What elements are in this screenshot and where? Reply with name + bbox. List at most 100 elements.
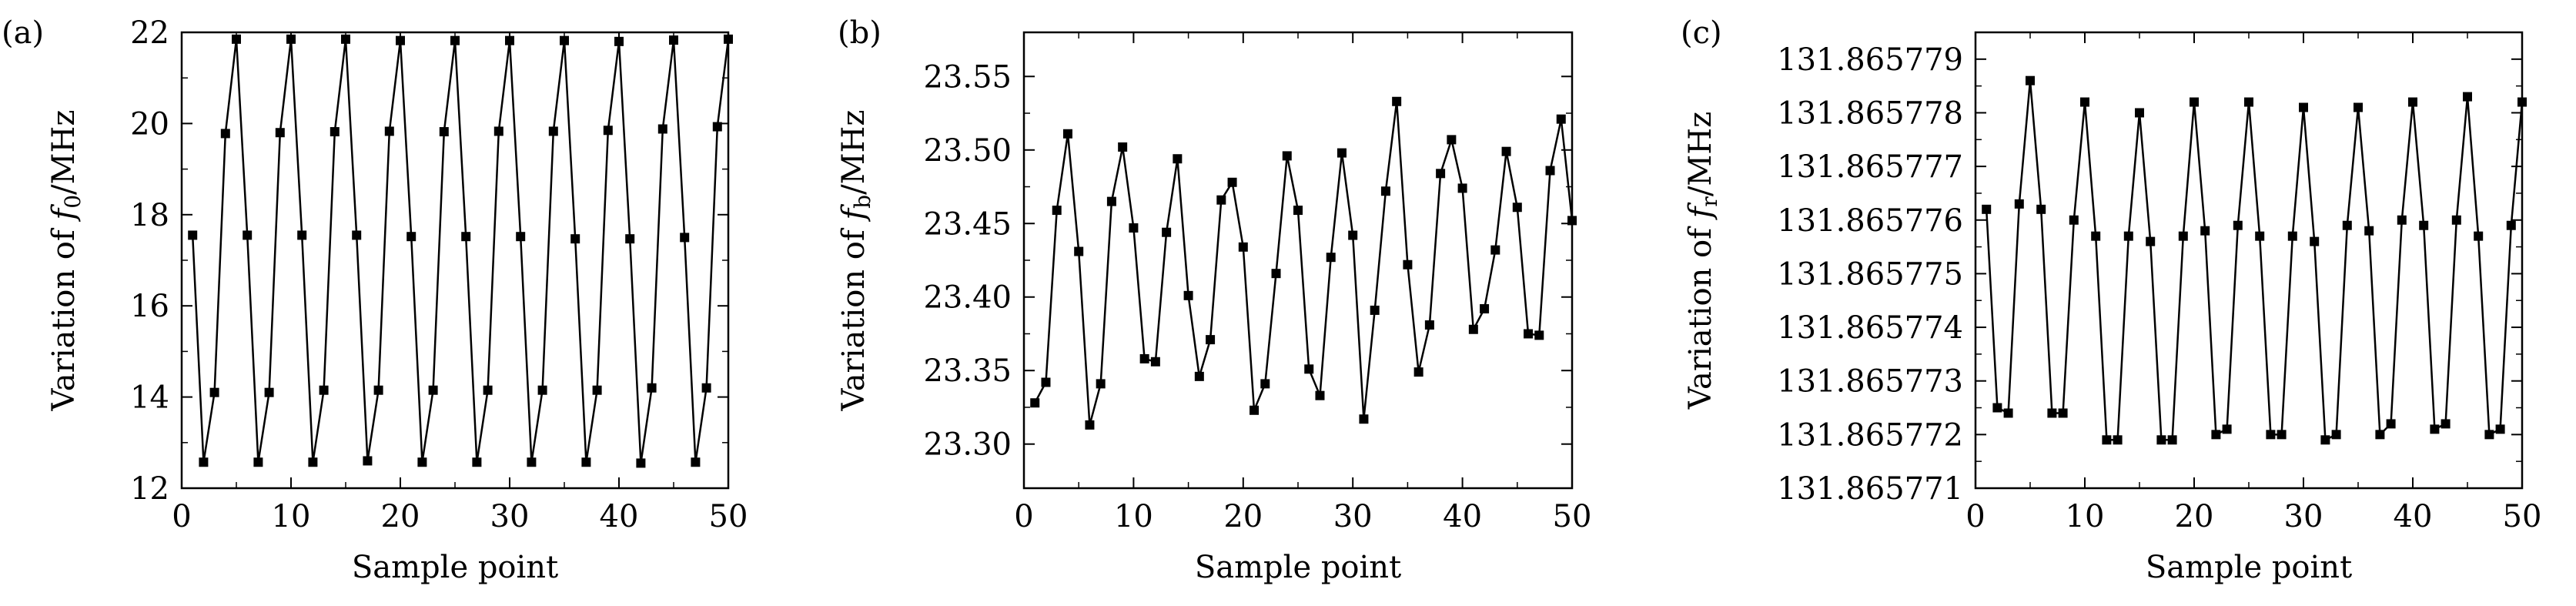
x-axis-label: Sample point — [1195, 550, 1401, 585]
x-tick-label: 20 — [2175, 499, 2214, 534]
data-point — [1326, 253, 1336, 263]
series-line — [1034, 100, 1574, 427]
data-point — [2244, 97, 2253, 107]
data-point — [2287, 231, 2297, 241]
y-tick-label: 12 — [130, 471, 169, 507]
y-tick-label: 22 — [130, 15, 169, 51]
data-point — [701, 383, 711, 393]
data-point — [2036, 204, 2046, 214]
data-point — [2408, 97, 2417, 107]
data-point — [2190, 97, 2199, 107]
data-point — [188, 230, 198, 240]
data-point — [1524, 329, 1534, 339]
y-tick-label: 23.30 — [923, 427, 1012, 463]
data-point — [505, 35, 514, 45]
data-point — [330, 127, 340, 137]
y-axis-label: Variation of fr/MHz — [1683, 112, 1722, 410]
y-label-subscript: r — [1697, 196, 1722, 207]
data-point — [1992, 403, 2002, 413]
y-axis-label: Variation of f0/MHz — [46, 110, 85, 412]
y-tick-label: 23.50 — [923, 133, 1012, 169]
data-point — [1567, 216, 1577, 226]
data-point — [669, 35, 678, 45]
panel-label: (c) — [1681, 15, 1722, 51]
data-point — [2517, 97, 2527, 107]
data-point — [570, 234, 580, 244]
y-label-unit: /MHz — [46, 110, 82, 195]
data-point — [209, 387, 219, 397]
data-point — [2342, 220, 2352, 230]
y-label-prefix: Variation of — [46, 220, 82, 412]
data-point — [2375, 430, 2385, 440]
panel-label: (a) — [2, 15, 44, 51]
data-point — [2091, 231, 2101, 241]
data-point — [352, 230, 362, 240]
data-point — [2211, 430, 2221, 440]
data-point — [2474, 231, 2484, 241]
data-point — [1041, 377, 1051, 387]
y-tick-label: 23.55 — [923, 59, 1012, 95]
data-point — [2320, 435, 2330, 445]
y-tick-label: 23.35 — [923, 353, 1012, 389]
y-tick-label: 131.865775 — [1777, 256, 1963, 292]
y-tick-label: 131.865771 — [1777, 471, 1963, 507]
data-point — [1118, 142, 1128, 152]
data-point — [1085, 420, 1095, 430]
data-point — [2364, 226, 2374, 236]
plot-frame — [1022, 31, 1574, 490]
data-point — [373, 385, 383, 395]
data-point — [275, 128, 285, 138]
data-point — [1216, 195, 1226, 205]
data-point — [1106, 196, 1116, 206]
data-point — [2397, 215, 2407, 225]
x-tick-label: 50 — [1553, 499, 1592, 534]
x-tick-label: 0 — [1014, 499, 1033, 534]
x-tick-label: 10 — [2066, 499, 2105, 534]
data-point — [2058, 408, 2068, 418]
data-point — [1315, 390, 1325, 400]
y-tick-label: 131.865779 — [1777, 42, 1963, 78]
data-point — [341, 34, 350, 44]
data-point — [2233, 220, 2243, 230]
data-point — [253, 457, 263, 467]
data-point — [1238, 242, 1248, 252]
y-tick-label: 131.865773 — [1777, 364, 1963, 400]
data-point — [493, 126, 503, 136]
data-point — [428, 385, 438, 395]
data-point — [614, 36, 624, 46]
y-label-subscript: 0 — [60, 195, 85, 209]
y-label-unit: /MHz — [836, 110, 871, 195]
panel-a: 0 10 20 30 40 50 12 14 16 18 20 22 (a) Sample point Va… — [2, 15, 748, 585]
data-point — [1052, 206, 1062, 216]
data-point — [548, 126, 558, 136]
data-point — [2331, 430, 2341, 440]
data-point — [1545, 166, 1555, 176]
x-axis-label: Sample point — [352, 550, 558, 585]
data-point — [1501, 146, 1511, 156]
y-tick-label: 23.45 — [923, 206, 1012, 242]
data-point — [1030, 398, 1040, 408]
panel-b: 0 10 20 30 40 50 23.30 23.35 23.40 23.45 23.50 23.5… — [836, 15, 1591, 585]
data-point — [592, 385, 602, 395]
data-point — [199, 457, 209, 467]
data-point — [691, 457, 701, 467]
data-point — [2102, 435, 2112, 445]
x-tick-label: 30 — [1333, 499, 1373, 534]
y-tick-label: 14 — [130, 380, 169, 416]
data-point — [2277, 430, 2287, 440]
data-point — [2222, 424, 2232, 434]
data-point — [439, 127, 449, 137]
data-point — [2135, 108, 2144, 118]
data-point — [2430, 424, 2440, 434]
data-point — [724, 34, 733, 44]
data-point — [2080, 97, 2089, 107]
data-point — [2255, 231, 2265, 241]
data-point — [2495, 424, 2505, 434]
data-point — [2113, 435, 2123, 445]
y-tick-label: 18 — [130, 198, 169, 233]
data-point — [264, 387, 274, 397]
data-point — [417, 457, 427, 467]
data-point — [2441, 419, 2451, 429]
x-tick-label: 30 — [490, 499, 530, 534]
data-point — [232, 34, 241, 44]
